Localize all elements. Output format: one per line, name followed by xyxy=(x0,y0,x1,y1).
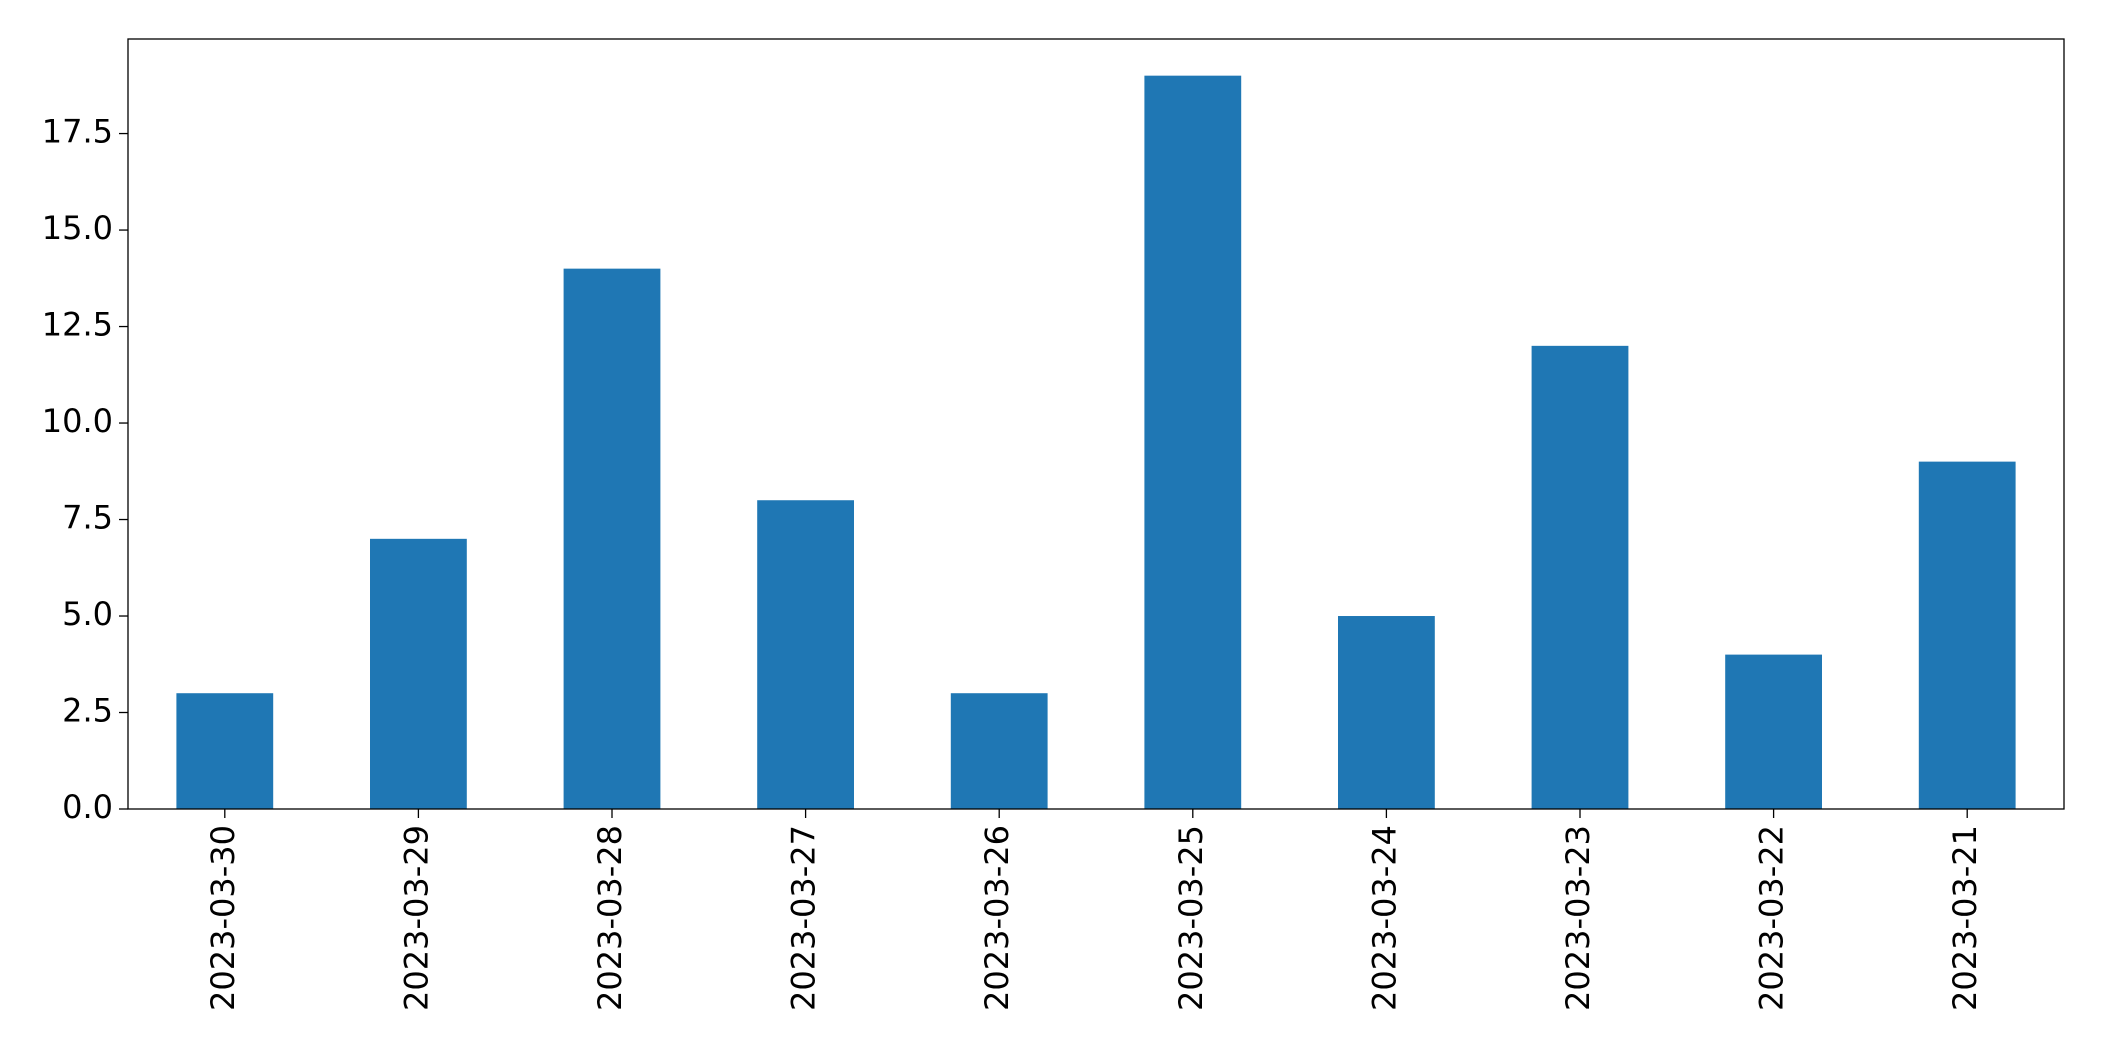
x-tick-label: 2023-03-28 xyxy=(591,825,629,1011)
x-tick-label: 2023-03-27 xyxy=(785,825,823,1011)
y-tick-label: 5.0 xyxy=(62,595,113,633)
plot-frame xyxy=(127,38,2065,810)
bar xyxy=(757,500,854,809)
y-tick-label: 10.0 xyxy=(42,402,113,440)
bar xyxy=(176,693,274,809)
bar xyxy=(1725,654,1822,809)
x-tick-label: 2023-03-25 xyxy=(1172,825,1210,1011)
x-tick-label: 2023-03-22 xyxy=(1753,825,1791,1011)
bar xyxy=(1531,345,1629,809)
y-tick-label: 2.5 xyxy=(62,692,113,730)
x-tick-label: 2023-03-23 xyxy=(1559,825,1597,1011)
bar xyxy=(563,268,661,809)
bar xyxy=(1144,75,1242,809)
y-tick-label: 15.0 xyxy=(42,209,113,247)
bar xyxy=(1918,461,2016,809)
y-tick-label: 7.5 xyxy=(62,499,113,537)
x-tick-label: 2023-03-26 xyxy=(978,825,1016,1011)
y-tick-label: 17.5 xyxy=(42,113,113,151)
bar xyxy=(370,538,467,809)
bar xyxy=(1338,616,1435,809)
bar xyxy=(950,693,1048,809)
x-tick-label: 2023-03-21 xyxy=(1946,825,1984,1011)
x-tick-label: 2023-03-24 xyxy=(1365,825,1403,1011)
x-tick-label: 2023-03-30 xyxy=(204,825,242,1011)
y-tick-label: 12.5 xyxy=(42,306,113,344)
x-tick-label: 2023-03-29 xyxy=(397,825,435,1011)
y-tick-label: 0.0 xyxy=(62,788,113,826)
